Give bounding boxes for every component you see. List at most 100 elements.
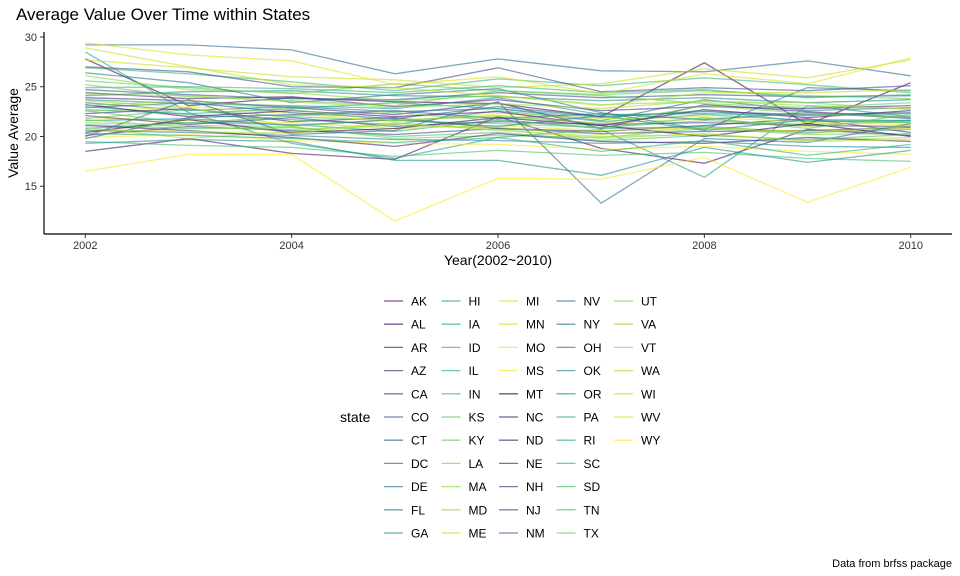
legend-item-ga: GA — [384, 527, 428, 541]
legend-item-id: ID — [441, 341, 481, 355]
legend-label: MI — [526, 295, 539, 309]
series-line-wi — [85, 47, 911, 107]
series-line-wv — [85, 42, 911, 95]
legend-label: AL — [411, 318, 426, 332]
legend-item-ut: UT — [614, 295, 658, 309]
legend-label: NH — [526, 480, 543, 494]
legend-label: VA — [641, 318, 656, 332]
legend-item-co: CO — [384, 411, 429, 425]
legend-item-sc: SC — [556, 457, 601, 471]
legend-label: WY — [641, 434, 660, 448]
legend-label: HI — [469, 295, 481, 309]
series-line-tn — [85, 109, 911, 130]
legend-label: DE — [411, 480, 428, 494]
legend-label: IA — [469, 318, 480, 332]
legend-item-me: ME — [441, 527, 487, 541]
legend-item-in: IN — [441, 387, 481, 401]
series-line-ut — [85, 100, 911, 125]
legend-item-tx: TX — [556, 527, 599, 541]
legend-item-va: VA — [614, 318, 656, 332]
legend-item-nv: NV — [556, 295, 601, 309]
series-line-wa — [85, 122, 911, 143]
legend-label: IL — [469, 364, 479, 378]
legend-label: MA — [469, 480, 487, 494]
legend-item-de: DE — [384, 480, 428, 494]
legend-item-ny: NY — [556, 318, 600, 332]
legend-item-nm: NM — [499, 527, 545, 541]
series-line-dc — [85, 44, 911, 77]
legend-item-fl: FL — [384, 503, 425, 517]
legend-label: ID — [469, 341, 481, 355]
x-tick-label: 2010 — [898, 240, 922, 252]
legend-label: SD — [584, 480, 601, 494]
y-axis-ticks: 15 20 25 30 — [25, 32, 44, 193]
legend-label: AZ — [411, 364, 426, 378]
legend-item-nc: NC — [499, 411, 544, 425]
legend-item-ia: IA — [441, 318, 480, 332]
legend-label: NC — [526, 411, 544, 425]
legend-item-ct: CT — [384, 434, 428, 448]
x-tick-label: 2006 — [486, 240, 510, 252]
legend-label: ME — [469, 527, 487, 541]
series-line-ok — [85, 138, 911, 176]
y-tick-label: 25 — [25, 82, 37, 94]
plot-lines — [84, 42, 911, 222]
legend-item-il: IL — [441, 364, 479, 378]
legend-label: WA — [641, 364, 660, 378]
legend-label: NJ — [526, 503, 541, 517]
legend-label: LA — [469, 457, 484, 471]
legend-label: FL — [411, 503, 425, 517]
y-tick-label: 15 — [25, 181, 37, 193]
legend-label: TX — [584, 527, 599, 541]
series-line-nj — [85, 66, 911, 93]
legend-label: NM — [526, 527, 545, 541]
legend-label: UT — [641, 295, 658, 309]
legend-item-ak: AK — [384, 295, 427, 309]
legend-label: CT — [411, 434, 428, 448]
series-line-pa — [85, 102, 911, 123]
legend-label: KY — [469, 434, 485, 448]
legend-item-nd: ND — [499, 434, 544, 448]
x-axis-ticks: 2002 2004 2006 2008 2010 — [73, 234, 923, 252]
series-line-mi — [85, 59, 911, 89]
legend-item-or: OR — [556, 387, 602, 401]
legend-label: VT — [641, 341, 657, 355]
chart-title: Average Value Over Time within States — [16, 5, 310, 24]
legend-label: CO — [411, 411, 429, 425]
series-line-ri — [85, 132, 911, 157]
legend-item-wy: WY — [614, 434, 660, 448]
series-line-co — [85, 89, 911, 101]
y-tick-label: 30 — [25, 32, 37, 44]
series-line-la — [85, 121, 911, 140]
legend-label: MD — [469, 503, 488, 517]
y-tick-label: 20 — [25, 131, 37, 143]
legend-item-sd: SD — [556, 480, 601, 494]
legend-label: NV — [584, 295, 601, 309]
legend-item-md: MD — [441, 503, 488, 517]
legend-item-ca: CA — [384, 387, 428, 401]
legend-item-ri: RI — [556, 434, 596, 448]
legend-item-ma: MA — [441, 480, 487, 494]
legend-label: CA — [411, 387, 428, 401]
legend-item-ne: NE — [499, 457, 543, 471]
series-line-ny — [85, 72, 911, 131]
legend-label: TN — [584, 503, 600, 517]
series-line-wy — [85, 153, 911, 222]
legend-label: OH — [584, 341, 602, 355]
legend-label: OK — [584, 364, 601, 378]
legend-label: OR — [584, 387, 602, 401]
legend-label: IN — [469, 387, 481, 401]
legend-label: AK — [411, 295, 427, 309]
legend-label: RI — [584, 434, 596, 448]
legend-label: PA — [584, 411, 599, 425]
legend-label: WV — [641, 411, 660, 425]
y-axis-title: Value Average — [5, 88, 21, 178]
series-line-vt — [85, 94, 911, 110]
legend-item-ms: MS — [499, 364, 544, 378]
legend-item-hi: HI — [441, 295, 481, 309]
series-line-mo — [85, 105, 911, 126]
legend-item-dc: DC — [384, 457, 429, 471]
chart-caption: Data from brfss package — [832, 558, 952, 570]
legend-item-ok: OK — [556, 364, 601, 378]
